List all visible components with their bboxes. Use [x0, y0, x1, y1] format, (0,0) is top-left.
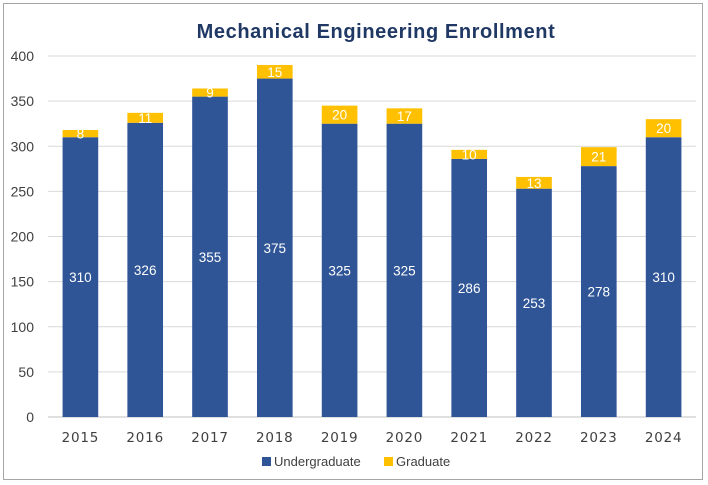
- y-tick-label: 150: [11, 274, 35, 290]
- y-tick-label: 200: [11, 229, 35, 245]
- data-label-undergraduate: 325: [393, 263, 416, 278]
- x-axis-ticks: 2015 2016 2017 2018 2019 2020 2021 2022 2023 2024: [62, 430, 683, 446]
- bar-undergraduate: [256, 78, 293, 417]
- bar-undergraduate: [516, 188, 552, 417]
- bar-undergraduate: [645, 137, 682, 417]
- data-label-graduate: 21: [591, 150, 606, 165]
- data-label-undergraduate: 278: [588, 285, 611, 300]
- y-tick-label: 250: [11, 183, 35, 199]
- x-tick-label: 2017: [191, 430, 229, 446]
- data-label-graduate: 9: [206, 86, 214, 101]
- bar-graduate: [580, 147, 617, 167]
- bar-undergraduate: [580, 166, 617, 417]
- x-tick-label: 2015: [62, 430, 100, 446]
- x-tick-label: 2023: [580, 430, 618, 446]
- chart-title: Mechanical Engineering Enrollment: [197, 21, 556, 43]
- data-label-graduate: 20: [656, 121, 671, 136]
- bars: [62, 65, 682, 418]
- y-tick-label: 400: [11, 48, 35, 64]
- data-label-undergraduate: 355: [199, 250, 222, 265]
- data-label-graduate: 13: [526, 176, 541, 191]
- y-tick-label: 50: [18, 364, 34, 380]
- x-tick-label: 2016: [126, 430, 164, 446]
- data-label-undergraduate: 310: [69, 270, 92, 285]
- x-tick-label: 2018: [256, 430, 294, 446]
- data-label-undergraduate: 310: [652, 270, 675, 285]
- bar-graduate: [256, 65, 293, 79]
- bar-graduate: [451, 149, 488, 159]
- data-label-undergraduate: 253: [523, 296, 546, 311]
- legend-swatch: [262, 457, 271, 466]
- x-tick-label: 2019: [321, 430, 359, 446]
- y-tick-label: 300: [11, 138, 35, 154]
- bar-undergraduate: [321, 123, 358, 417]
- y-tick-label: 350: [11, 93, 35, 109]
- bar-undergraduate: [192, 96, 228, 418]
- bar-graduate: [516, 176, 552, 189]
- x-tick-label: 2020: [386, 430, 424, 446]
- legend-swatch: [384, 457, 393, 466]
- data-labels: 310 8 326 11 355 9 375 15 325 20 325 17 286 10 253 13 27…: [69, 65, 675, 311]
- bar-graduate: [386, 108, 423, 124]
- data-label-undergraduate: 375: [264, 241, 287, 256]
- bar-undergraduate: [451, 158, 488, 417]
- data-label-graduate: 10: [462, 147, 477, 162]
- legend-label: Graduate: [396, 454, 450, 469]
- y-tick-label: 0: [26, 409, 34, 425]
- data-label-graduate: 15: [267, 65, 282, 80]
- data-label-graduate: 11: [138, 111, 152, 126]
- bar-graduate: [127, 112, 164, 123]
- bar-graduate: [192, 88, 228, 97]
- bar-graduate: [62, 130, 99, 138]
- y-tick-label: 100: [11, 319, 35, 335]
- x-tick-label: 2022: [515, 430, 553, 446]
- legend-label: Undergraduate: [274, 454, 361, 469]
- bar-graduate: [645, 119, 682, 138]
- y-axis-ticks: 0 50 100 150 200 250 300 350 400: [11, 48, 35, 425]
- data-label-undergraduate: 326: [134, 263, 157, 278]
- bar-undergraduate: [62, 137, 99, 417]
- x-tick-label: 2024: [645, 430, 683, 446]
- x-tick-label: 2021: [450, 430, 488, 446]
- bar-undergraduate: [127, 122, 164, 417]
- bar-undergraduate: [386, 123, 423, 417]
- legend: Undergraduate Graduate: [262, 454, 450, 469]
- data-label-undergraduate: 286: [458, 281, 481, 296]
- data-label-graduate: 17: [397, 109, 412, 124]
- bar-graduate: [321, 105, 358, 124]
- data-label-undergraduate: 325: [328, 263, 351, 278]
- data-label-graduate: 8: [77, 127, 85, 142]
- data-label-graduate: 20: [332, 108, 347, 123]
